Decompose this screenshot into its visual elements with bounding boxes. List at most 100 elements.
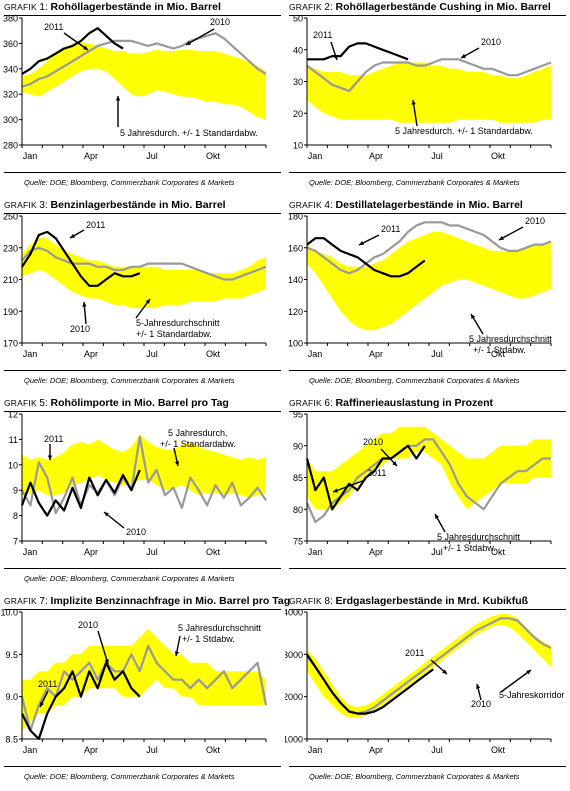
y-tick-label: 3000 [285,650,303,660]
chart-svg: 1000 2000 3000 4000 Jan Apr Jul Okt 2011 2010 5-Ja… [285,608,565,756]
y-tick-label: 80 [293,505,303,515]
y-tick-label: 40 [293,45,303,55]
annotation-arrow [185,28,215,46]
x-tick-label: Okt [206,151,221,161]
x-tick-label: Jan [308,547,323,557]
chart-title-number: 7: [39,596,51,607]
arrowhead-icon [145,299,150,304]
source-rule [4,766,281,767]
y-tick-label: 7 [13,537,18,547]
arrowhead-icon [471,314,476,319]
y-tick-label: 140 [288,275,303,285]
source-rule [289,370,566,371]
chart-title: GRAFIK 3: Benzinlagerbestände in Mio. Ba… [4,199,226,211]
arrowhead-icon [526,670,531,675]
x-tick-label: Jan [23,745,38,755]
chart-title-prefix: GRAFIK [289,2,325,12]
x-tick-label: Jul [146,151,158,161]
chart-panel-g6: GRAFIK 6: Raffinerieauslastung in Prozen… [285,396,570,593]
y-tick-label: 160 [288,243,303,253]
series-line-2011 [21,230,141,287]
title-rule [4,213,281,214]
annotation-label: 2010 [481,37,501,47]
std-band-area [22,628,266,731]
chart-svg: 75 80 85 90 95 Jan Apr Jul Okt 2010 2011 5 Jahresdu… [293,410,552,557]
chart-title-prefix: GRAFIK [4,200,40,210]
arrowhead-icon [333,488,338,493]
y-tick-label: 190 [3,307,18,317]
y-tick-label: 180 [288,212,303,222]
y-tick-label: 340 [3,64,18,74]
arrowhead-icon [82,302,87,307]
x-tick-label: Apr [369,547,383,557]
chart-title-text: Rohölimporte in Mio. Barrel pro Tag [50,397,229,409]
chart-title-number: 3: [39,200,51,211]
arrowhead-icon [174,461,180,466]
chart-title: GRAFIK 7: Implizite Benzinnachfrage in M… [4,595,290,607]
x-tick-label: Jul [431,349,443,359]
x-tick-label: Jul [146,349,158,359]
source-rule [4,172,281,173]
arrowhead-icon [333,55,338,60]
y-tick-label: 280 [3,141,18,151]
series-line-2010 [21,435,267,515]
chart-svg: 7 8 9 10 11 12 Jan Apr Jul Okt 2011 2010 5 Jahresdur… [8,410,267,557]
chart-svg: 8.5 9.0 9.5 10.0 Jan Apr Jul Okt 2010 2011 5 Jahre… [0,608,268,755]
chart-panel-g2: GRAFIK 2: Rohöllagerbestände Cushing in … [285,0,570,197]
series-line-2011 [21,661,141,741]
annotation-arrow [332,479,366,493]
chart-source: Quelle: DOE; Bloomberg, Commerzbank Corp… [24,574,235,583]
annotation-label: 2010 [70,324,90,334]
y-tick-label: 4000 [285,608,303,618]
arrowhead-icon [40,702,44,707]
y-tick-label: 11 [9,435,18,445]
annotation-label: 2010 [210,17,230,27]
annotation-label: 5 Jahresdurch. +/- 1 Standardabw. [395,126,533,136]
chart-panel-g1: GRAFIK 1: Rohöllagerbestände in Mio. Bar… [0,0,285,197]
series-line-2011 [305,444,426,511]
chart-title: GRAFIK 6: Raffinerieauslastung in Prozen… [289,397,493,409]
x-tick-label: Jul [146,547,158,557]
annotation-label: +/- 1 Standardabw. [136,329,212,339]
series-line-2010 [306,58,552,93]
y-tick-label: 250 [3,212,18,222]
x-tick-label: Okt [491,745,506,755]
y-tick-label: 30 [293,77,303,87]
arrowhead-icon [359,241,364,245]
annotation-label: 5-Jahreskorridor [499,690,565,700]
y-tick-label: 100 [288,339,303,349]
x-tick-label: Apr [369,151,383,161]
chart-source: Quelle: DOE; Bloomberg, Commerzbank Corp… [24,178,235,187]
title-rule [289,213,566,214]
chart-title-number: 5: [39,398,51,409]
annotation-label: +/- 1 Stdabw. [443,543,496,553]
x-tick-label: Okt [206,745,221,755]
y-tick-label: 10 [293,141,303,151]
chart-panel-g3: GRAFIK 3: Benzinlagerbestände in Mio. Ba… [0,198,285,395]
annotation-label: 2011 [86,220,105,230]
x-tick-label: Jan [23,547,38,557]
arrowhead-icon [104,512,109,517]
arrowhead-icon [47,455,53,460]
chart-svg: 280 300 320 340 360 380 Jan Apr Jul Okt 2011 2010 5 … [3,14,267,161]
std-band-area [307,62,551,123]
chart-source: Quelle: DOE; Bloomberg, Commerzbank Corp… [309,772,520,781]
chart-source: Quelle: DOE; Bloomberg, Commerzbank Corp… [309,376,520,385]
arrowhead-icon [104,659,109,664]
chart-title-text: Erdgaslagerbestände in Mrd. Kubikfuß [335,595,529,607]
std-band-area [307,426,551,510]
chart-source: Quelle: DOE; Bloomberg, Commerzbank Corp… [24,772,235,781]
arrowhead-icon [499,235,504,240]
y-tick-label: 90 [293,441,303,451]
x-tick-label: Okt [206,547,221,557]
annotation-label: 5 Jahresdurchschnitt [178,623,262,633]
chart-title: GRAFIK 8: Erdgaslagerbestände in Mrd. Ku… [289,595,528,607]
series-line-2010 [306,221,552,275]
y-tick-label: 230 [3,243,18,253]
x-tick-label: Jul [431,745,443,755]
series-line-2011 [306,237,426,278]
x-tick-label: Jan [23,151,38,161]
chart-title: GRAFIK 4: Destillatelagerbestände in Mio… [289,199,523,211]
source-rule [289,172,566,173]
annotation-label: 2010 [363,437,383,447]
